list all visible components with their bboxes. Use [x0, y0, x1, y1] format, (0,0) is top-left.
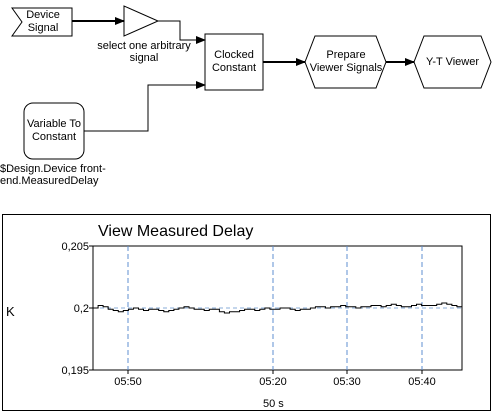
x-tick-label: 05:40	[408, 376, 436, 388]
y-tick-label: 0,205	[61, 241, 89, 253]
unit-label: K	[6, 304, 15, 319]
variable-to-constant-label: Variable To Constant	[26, 118, 82, 143]
device-signal-label: Device Signal	[26, 9, 60, 34]
y-tick-label: 0,2	[74, 303, 89, 315]
select-signal-label: select one arbitrary signal	[97, 40, 191, 64]
variable-path-label: $Design.Device front- end.MeasuredDelay	[0, 163, 106, 187]
device-signal-block[interactable]	[11, 7, 73, 37]
time-span-label: 50 s	[263, 398, 284, 410]
x-tick-label: 05:20	[259, 376, 287, 388]
clocked-constant-label: Clocked Constant	[211, 49, 257, 74]
prepare-viewer-label: Prepare Viewer Signals	[309, 49, 383, 74]
block-diagram	[11, 5, 492, 160]
x-tick-label: 05:30	[333, 376, 361, 388]
connector-variable-to-clocked	[84, 81, 206, 132]
viewer-title: View Measured Delay	[98, 223, 254, 240]
clocked-constant-block[interactable]	[204, 33, 264, 91]
yt-viewer-panel	[2, 214, 491, 411]
series-line	[93, 302, 463, 314]
connector-selector-to-clocked	[158, 20, 206, 44]
x-tick-label: 05:50	[114, 376, 142, 388]
y-tick-label: 0,195	[61, 365, 89, 377]
yt-viewer-label: Y-T Viewer	[426, 56, 479, 68]
